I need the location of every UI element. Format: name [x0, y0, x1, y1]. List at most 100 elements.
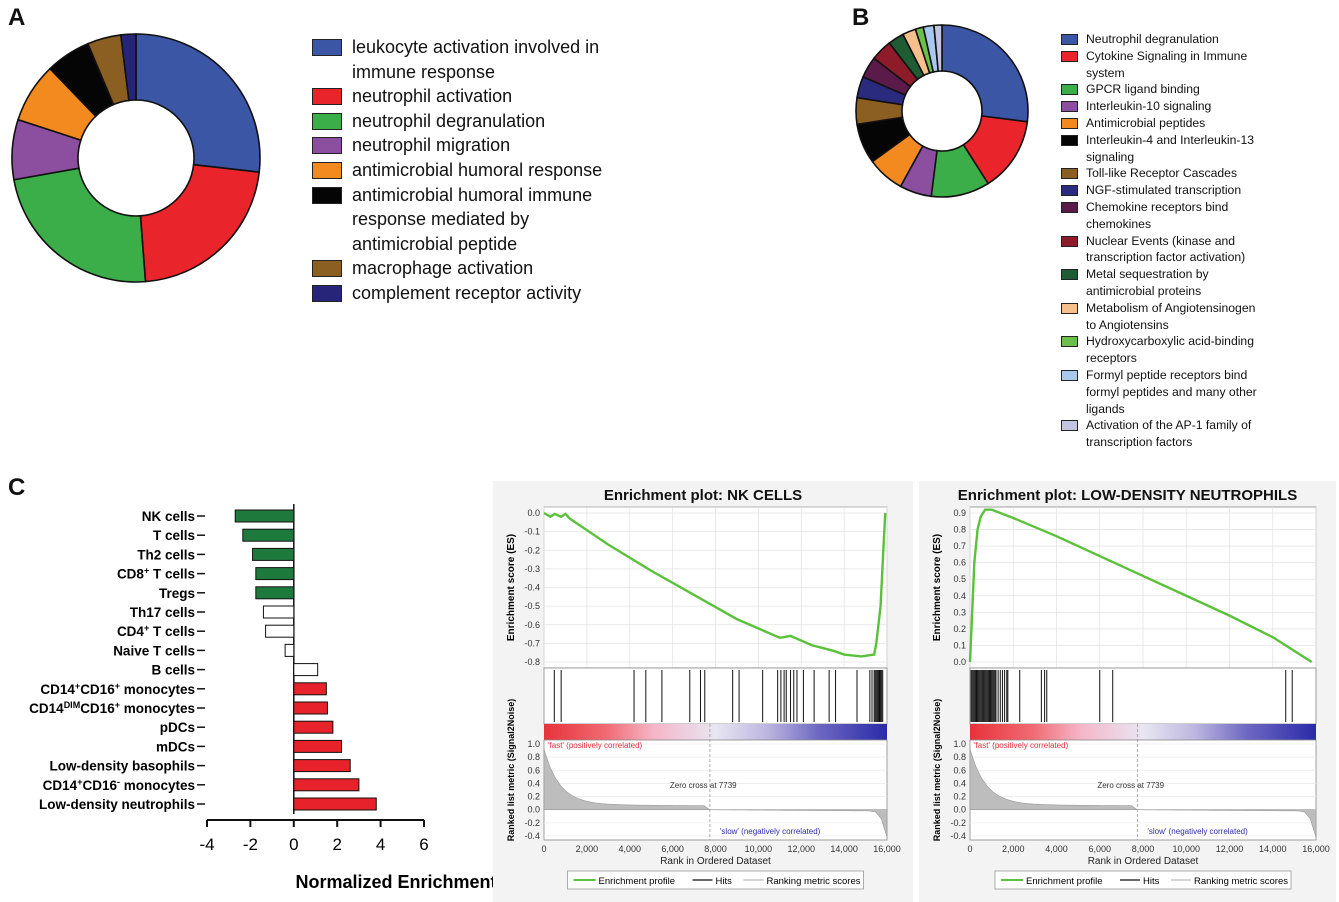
- category-label: Th17 cells: [130, 605, 195, 620]
- nes-bar: [284, 643, 295, 657]
- legend-swatch: [1061, 336, 1078, 348]
- legend-entry: neutrophil degranulation: [312, 109, 652, 134]
- legend-entry: Antimicrobial peptides: [1061, 115, 1321, 132]
- metric-tick-label: 1.0: [953, 739, 966, 749]
- legend-label: Metal sequestration by antimicrobial prot…: [1086, 266, 1209, 300]
- metric-tick-label: 1.0: [527, 739, 540, 749]
- legend-label: Hydroxycarboxylic acid-binding receptors: [1086, 333, 1254, 367]
- category-label-part: CD14: [29, 701, 64, 716]
- es-axis-title: Enrichment score (ES): [932, 534, 943, 641]
- x-tick-label: 8,000: [1132, 844, 1155, 854]
- es-tick-label: 0.4: [953, 591, 966, 601]
- category-label-part: CD8: [117, 567, 144, 582]
- category-label: Naive T cells: [113, 643, 195, 658]
- es-tick-label: -0.1: [524, 527, 540, 537]
- metric-tick-label: 0.2: [953, 792, 966, 802]
- legend-swatch: [1061, 420, 1078, 432]
- legend-entry: Interleukin-10 signaling: [1061, 98, 1321, 115]
- nes-bar: [234, 509, 295, 523]
- legend-label: complement receptor activity: [352, 281, 581, 306]
- legend-label: Formyl peptide receptors bind formyl pept…: [1086, 367, 1257, 417]
- x-tick-label: 0: [967, 844, 972, 854]
- metric-axis-title: Ranked list metric (Signal2Noise): [932, 699, 942, 842]
- legend-swatch: [1061, 269, 1078, 281]
- category-label: CD14DIMCD16+ monocytes: [29, 700, 195, 716]
- legend-label: neutrophil activation: [352, 84, 512, 109]
- legend-swatch: [1061, 117, 1078, 129]
- legend-entry: Chemokine receptors bind chemokines: [1061, 199, 1321, 233]
- es-tick-label: 0.3: [953, 607, 966, 617]
- es-tick-label: -0.3: [524, 564, 540, 574]
- category-label: CD14+CD16+ monocytes: [40, 681, 195, 697]
- x-tick-label: 0: [289, 835, 298, 854]
- legend-label: neutrophil migration: [352, 133, 510, 158]
- category-label: B cells: [151, 663, 195, 678]
- metric-tick-label: 0.8: [527, 752, 540, 762]
- legend-label: Antimicrobial peptides: [1086, 115, 1205, 132]
- legend-swatch: [312, 260, 342, 278]
- legend-label-line: Formyl peptide receptors bind: [1086, 367, 1248, 382]
- legend-entry: Hydroxycarboxylic acid-binding receptors: [1061, 333, 1321, 367]
- x-tick-label: 8,000: [704, 844, 727, 854]
- es-tick-label: -0.2: [524, 545, 540, 555]
- es-tick-label: 0.1: [953, 640, 966, 650]
- x-tick-label: -2: [243, 835, 258, 854]
- category-label-part: Low-density neutrophils: [39, 797, 195, 812]
- x-tick-label: 10,000: [1172, 844, 1200, 854]
- legend-label-line: leukocyte activation involved in: [352, 37, 600, 57]
- legend-box: [994, 870, 1292, 890]
- es-axis-title: Enrichment score (ES): [506, 534, 517, 641]
- es-tick-label: -0.8: [524, 657, 540, 667]
- legend-entry: Formyl peptide receptors bind formyl pept…: [1061, 367, 1321, 417]
- legend-label-line: response mediated by: [352, 209, 530, 230]
- es-tick-label: 0.6: [953, 558, 966, 568]
- metric-tick-label: -0.2: [524, 818, 540, 828]
- legend-label-line: Metal sequestration by: [1086, 267, 1209, 282]
- legend-label: Interleukin-10 signaling: [1086, 98, 1211, 115]
- legend-swatch: [1061, 185, 1078, 197]
- legend-label-line: Interleukin-10 signaling: [1086, 99, 1212, 114]
- metric-tick-label: 0.6: [953, 765, 966, 775]
- legend-swatch: [1061, 369, 1078, 381]
- nes-bar: [293, 682, 327, 696]
- gsea-title-ldn: Enrichment plot: LOW-DENSITY NEUTROPHILS: [957, 487, 1298, 504]
- x-tick-label: 14,000: [1259, 844, 1287, 854]
- x-tick-label: 16,000: [873, 844, 901, 854]
- legend-swatch: [312, 284, 342, 302]
- nes-bar: [293, 759, 351, 773]
- legend-label-line: neutrophil degranulation: [352, 110, 546, 131]
- legend-swatch: [1061, 34, 1078, 45]
- donut-a-slice: [12, 167, 147, 283]
- metric-tick-label: 0.4: [953, 778, 966, 788]
- legend-label-line: immune response: [352, 61, 496, 82]
- positive-label: 'fast' (positively correlated): [974, 741, 1069, 750]
- legend-label-line: to Angiotensins: [1086, 317, 1169, 332]
- legend-entry: Nuclear Events (kinase and transcription …: [1061, 233, 1321, 267]
- category-label-part: B cells: [151, 663, 195, 678]
- x-tick-label: 6,000: [1088, 844, 1111, 854]
- es-tick-label: 0.2: [953, 624, 966, 634]
- category-label-part: +: [115, 681, 120, 691]
- legend-entry: leukocyte activation involved in immune r…: [312, 35, 652, 84]
- x-axis-title: Normalized Enrichment Score: [295, 872, 551, 892]
- legend-swatch: [312, 161, 342, 179]
- legend-label-line: chemokines: [1086, 216, 1152, 231]
- legend-label: macrophage activation: [352, 256, 533, 281]
- hits-frame-4: [969, 667, 1317, 725]
- panel-label-b: B: [852, 4, 870, 31]
- legend-label-line: Toll-like Receptor Cascades: [1086, 166, 1238, 181]
- category-label-part: monocytes: [120, 682, 195, 697]
- panel-label-a: A: [8, 4, 26, 31]
- rank-heatmap: [544, 724, 887, 740]
- nes-bar: [255, 586, 295, 600]
- legend-entry: Activation of the AP-1 family of transcri…: [1061, 417, 1321, 451]
- legend-swatch: [1061, 235, 1078, 247]
- metric-tick-label: 0.4: [527, 778, 540, 788]
- zero-cross-label: Zero cross at 7739: [670, 781, 737, 790]
- x-tick-label: 6,000: [661, 844, 684, 854]
- legend-label-line: antimicrobial humoral response: [352, 159, 603, 180]
- donut-a-slice: [119, 33, 137, 102]
- category-label-part: CD16: [82, 778, 117, 793]
